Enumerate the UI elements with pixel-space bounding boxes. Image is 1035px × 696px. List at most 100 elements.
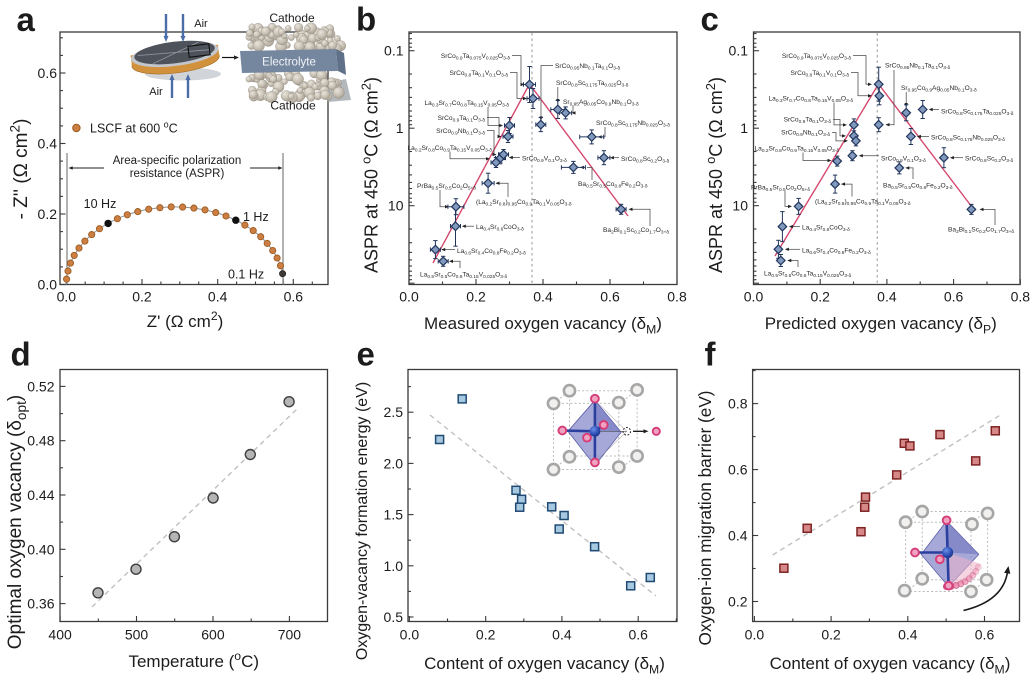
- svg-text:SrCo0.9​Ta0.075​V0.025​O3-δ​: SrCo0.9​Ta0.075​V0.025​O3-δ​: [441, 53, 511, 62]
- svg-text:PrBa0.5​Sr0.5​Co2​O5+δ​: PrBa0.5​Sr0.5​Co2​O5+δ​: [417, 183, 476, 192]
- svg-text:SrCo0.9​V0.1​O3-δ​: SrCo0.9​V0.1​O3-δ​: [522, 156, 567, 165]
- svg-text:Cathode: Cathode: [270, 99, 316, 113]
- svg-text:SrCo0.8​Sc0.175​Ta0.025​O3-δ​: SrCo0.8​Sc0.175​Ta0.025​O3-δ​: [941, 109, 1014, 118]
- svg-text:0.4: 0.4: [877, 289, 897, 305]
- svg-text:(La0.2​Sr0.8​)0.95​Co0.9​Ta0.1: (La0.2​Sr0.8​)0.95​Co0.9​Ta0.1​V0.05​O3-…: [815, 199, 911, 208]
- svg-text:0.2: 0.2: [476, 627, 496, 643]
- svg-text:0.6: 0.6: [728, 462, 748, 478]
- svg-text:La0.3​Sr0.7​Co0.8​Ta0.15​V0.05: La0.3​Sr0.7​Co0.8​Ta0.15​V0.05​O3-δ​: [424, 100, 509, 109]
- svg-text:0.52: 0.52: [27, 378, 54, 394]
- svg-text:Ba2​Bi0.1​Sc0.2​Co1.7​O3+δ​: Ba2​Bi0.1​Sc0.2​Co1.7​O3+δ​: [603, 227, 669, 236]
- svg-text:SrCo0.8​Sc0.2​O3-δ​: SrCo0.8​Sc0.2​O3-δ​: [965, 156, 1013, 165]
- svg-text:Optimal oxygen vacancy (δopt​): Optimal oxygen vacancy (δopt​): [5, 395, 29, 650]
- svg-text:0.8: 0.8: [728, 396, 748, 412]
- svg-text:SrCo0.8​Sc0.175​Nb0.025​O3-δ​: SrCo0.8​Sc0.175​Nb0.025​O3-δ​: [931, 135, 1005, 144]
- svg-text:0.6: 0.6: [600, 289, 620, 305]
- svg-text:Cathode: Cathode: [269, 11, 315, 25]
- svg-text:0.0: 0.0: [400, 627, 420, 643]
- svg-text:SrCo0.8​Ta0.1​V0.1​O3-δ​: SrCo0.8​Ta0.1​V0.1​O3-δ​: [450, 70, 509, 79]
- svg-text:0.4: 0.4: [38, 136, 58, 152]
- svg-text:SrCo0.8​Ta0.1​V0.1​O3-δ​: SrCo0.8​Ta0.1​V0.1​O3-δ​: [791, 70, 850, 79]
- svg-text:0.2: 0.2: [810, 289, 830, 305]
- svg-text:Oxygen-ion migration barrier (: Oxygen-ion migration barrier (eV): [695, 390, 715, 645]
- svg-text:Ba0.5​Sr0.5​Co0.8​Fe0.2​O3-δ​: Ba0.5​Sr0.5​Co0.8​Fe0.2​O3-δ​: [578, 181, 648, 190]
- svg-text:SrCo0.9​V0.1​O3-δ​: SrCo0.9​V0.1​O3-δ​: [881, 156, 926, 165]
- svg-text:0.4: 0.4: [208, 289, 228, 305]
- svg-text:0.4: 0.4: [552, 627, 572, 643]
- svg-text:La0.5​Sr0.5​Co0.8​Ta0.15​V0.02: La0.5​Sr0.5​Co0.8​Ta0.15​V0.025​O3-δ​: [764, 271, 852, 280]
- svg-text:500: 500: [125, 627, 149, 643]
- svg-text:La0.2​Sr0.8​Co0.9​Ta0.15​V0.05: La0.2​Sr0.8​Co0.9​Ta0.15​V0.05​O3-δ​: [407, 145, 492, 154]
- svg-text:Area-specific polarization: Area-specific polarization: [113, 155, 241, 167]
- svg-text:La0.3​Sr0.7​Co0.8​Ta0.15​V0.05: La0.3​Sr0.7​Co0.8​Ta0.15​V0.05​O3-δ​: [768, 96, 853, 105]
- svg-text:SrCo0.9​Nb0.1​O3-δ​: SrCo0.9​Nb0.1​O3-δ​: [781, 130, 830, 139]
- svg-text:0.2: 0.2: [728, 594, 748, 610]
- svg-text:Oxygen-vacancy formation energ: Oxygen-vacancy formation energy (eV): [354, 382, 371, 660]
- svg-text:La0.6​Sr0.4​Co0.8​Fe0.2​O3-δ​: La0.6​Sr0.4​Co0.8​Fe0.2​O3-δ​: [457, 248, 526, 257]
- svg-text:PrBa0.5​Sr0.5​Co2​O5+δ​: PrBa0.5​Sr0.5​Co2​O5+δ​: [751, 185, 810, 194]
- svg-text:1: 1: [740, 120, 748, 136]
- svg-text:resistance (ASPR): resistance (ASPR): [130, 168, 225, 180]
- svg-text:ASPR at 450 o​C (Ω cm2​): ASPR at 450 o​C (Ω cm2​): [358, 77, 381, 273]
- svg-text:SrCo0.9​Ta0.1​O3-δ​: SrCo0.9​Ta0.1​O3-δ​: [438, 115, 486, 124]
- svg-text:ASPR at 450 o​C (Ω cm2​): ASPR at 450 o​C (Ω cm2​): [703, 77, 726, 273]
- svg-text:0.4: 0.4: [533, 289, 553, 305]
- svg-text:Ba0.5​Sr0.5​Co0.8​Fe0.2​O3-δ​: Ba0.5​Sr0.5​Co0.8​Fe0.2​O3-δ​: [883, 183, 953, 192]
- svg-text:0.6: 0.6: [944, 289, 964, 305]
- svg-text:Z' (Ω cm2​): Z' (Ω cm2​): [147, 309, 224, 331]
- svg-text:10: 10: [732, 198, 748, 214]
- svg-text:0.2: 0.2: [38, 206, 58, 222]
- svg-text:- Z'' (Ω cm2​): - Z'' (Ω cm2​): [7, 119, 32, 220]
- svg-text:Content of oxygen vacancy (δM​: Content of oxygen vacancy (δM​): [424, 654, 665, 676]
- svg-text:400: 400: [48, 627, 72, 643]
- svg-text:0.8: 0.8: [1011, 289, 1031, 305]
- svg-text:0.4: 0.4: [898, 627, 918, 643]
- svg-text:0.1: 0.1: [384, 43, 404, 59]
- svg-text:10: 10: [388, 198, 404, 214]
- svg-text:0.48: 0.48: [27, 433, 54, 449]
- svg-text:Sr0.95​Co0.9​Ag0.05​Nb0.1​O3-δ: Sr0.95​Co0.9​Ag0.05​Nb0.1​O3-δ​: [901, 85, 977, 94]
- svg-text:1 Hz: 1 Hz: [243, 210, 269, 224]
- svg-text:SrCo0.8​Sc0.175​Nb0.025​O3-δ​: SrCo0.8​Sc0.175​Nb0.025​O3-δ​: [596, 120, 670, 129]
- svg-text:600: 600: [201, 627, 225, 643]
- svg-text:0.40: 0.40: [27, 541, 54, 557]
- svg-text:f: f: [705, 336, 717, 373]
- svg-text:2.5: 2.5: [384, 404, 404, 420]
- svg-text:a: a: [17, 1, 36, 38]
- svg-text:0.5: 0.5: [384, 609, 404, 625]
- svg-text:La0.2​Sr0.8​Co0.9​Ta0.15​V0.05: La0.2​Sr0.8​Co0.9​Ta0.15​V0.05​O3-δ​: [754, 146, 839, 155]
- svg-text:La0.4​Sr0.6​CoO3-δ​: La0.4​Sr0.6​CoO3-δ​: [802, 225, 850, 234]
- svg-text:Air: Air: [149, 86, 163, 98]
- svg-text:0.44: 0.44: [27, 487, 54, 503]
- svg-text:0.0: 0.0: [38, 277, 58, 293]
- svg-text:0.0: 0.0: [744, 289, 764, 305]
- svg-text:0.2: 0.2: [821, 627, 841, 643]
- svg-text:La0.5​Sr0.5​Co0.8​Ta0.15​V0.02: La0.5​Sr0.5​Co0.8​Ta0.15​V0.025​O3-δ​: [420, 272, 508, 281]
- svg-text:1: 1: [396, 120, 404, 136]
- svg-text:c: c: [701, 1, 719, 38]
- svg-text:1.0: 1.0: [384, 558, 404, 574]
- svg-text:La0.4​Sr0.6​CoO3-δ​: La0.4​Sr0.6​CoO3-δ​: [476, 224, 524, 233]
- svg-text:d: d: [11, 336, 31, 373]
- svg-text:(La0.2​Sr0.8​)0.95​Co0.9​Ta0.1: (La0.2​Sr0.8​)0.95​Co0.9​Ta0.1​V0.05​O3-…: [476, 199, 572, 208]
- svg-text:0.6: 0.6: [975, 627, 995, 643]
- svg-text:Predicted oxygen vacancy (δP​): Predicted oxygen vacancy (δP​): [765, 314, 997, 336]
- svg-text:0.4: 0.4: [728, 528, 748, 544]
- svg-text:La0.6​Sr0.4​Co0.8​Fe0.2​O3-δ​: La0.6​Sr0.4​Co0.8​Fe0.2​O3-δ​: [802, 248, 871, 257]
- svg-text:Ba2​Bi0.1​Sc0.2​Co1.7​O3+δ​: Ba2​Bi0.1​Sc0.2​Co1.7​O3+δ​: [948, 227, 1014, 236]
- svg-text:SrCo0.8​Sc0.175​Ta0.025​O3-δ​: SrCo0.8​Sc0.175​Ta0.025​O3-δ​: [556, 80, 629, 89]
- svg-text:Temperature (o​C): Temperature (o​C): [128, 649, 259, 671]
- svg-text:0.0: 0.0: [57, 289, 77, 305]
- svg-text:Content of oxygen vacancy (δM​: Content of oxygen vacancy (δM​): [770, 654, 1011, 676]
- svg-text:0.8: 0.8: [667, 289, 687, 305]
- svg-text:SrCo0.95​Nb0.1​Ta0.1​O3-δ​: SrCo0.95​Nb0.1​Ta0.1​O3-δ​: [885, 63, 951, 72]
- svg-text:0.36: 0.36: [27, 596, 54, 612]
- svg-text:0.1: 0.1: [729, 43, 749, 59]
- svg-text:Air: Air: [194, 18, 208, 30]
- svg-text:0.0: 0.0: [399, 289, 419, 305]
- svg-text:b: b: [356, 1, 376, 38]
- svg-text:10 Hz: 10 Hz: [84, 197, 117, 211]
- svg-text:2.0: 2.0: [384, 455, 404, 471]
- svg-text:LSCF at 600 o​C: LSCF at 600 o​C: [90, 120, 178, 136]
- svg-text:SrCo0.95​Nb0.1​Ta0.1​O3-δ​: SrCo0.95​Nb0.1​Ta0.1​O3-δ​: [555, 63, 621, 72]
